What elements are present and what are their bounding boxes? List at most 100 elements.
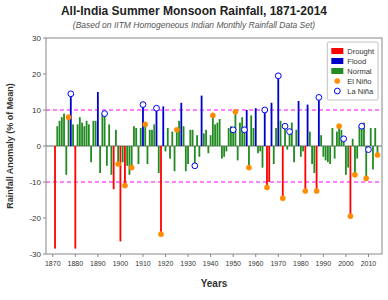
- bar: [311, 146, 313, 164]
- marker: [174, 127, 179, 132]
- marker: [264, 185, 269, 190]
- bar: [264, 110, 266, 146]
- bar: [345, 146, 347, 175]
- bar: [115, 130, 117, 146]
- bar: [295, 130, 297, 146]
- bar: [149, 130, 151, 146]
- bar: [374, 128, 376, 146]
- y-tick-label: -20: [29, 214, 41, 223]
- marker: [359, 123, 365, 129]
- bar: [271, 103, 273, 146]
- bar: [248, 146, 250, 168]
- bar: [192, 130, 194, 146]
- bar: [293, 146, 295, 162]
- bar: [187, 146, 189, 164]
- bar: [99, 146, 101, 173]
- bar: [322, 146, 324, 157]
- bar: [268, 146, 270, 182]
- y-tick-label: -10: [29, 178, 41, 187]
- x-tick-label: 1900: [113, 260, 129, 267]
- bar: [280, 121, 282, 146]
- marker: [230, 127, 236, 133]
- bar: [300, 146, 302, 157]
- bar: [223, 146, 225, 157]
- bar: [101, 114, 103, 146]
- bar: [178, 121, 180, 146]
- marker: [364, 176, 369, 181]
- bar: [210, 135, 212, 146]
- bar: [216, 123, 218, 146]
- legend-swatch: [334, 88, 340, 94]
- marker: [158, 232, 163, 237]
- legend-swatch: [335, 78, 340, 83]
- bar: [273, 146, 275, 164]
- bar: [228, 128, 230, 146]
- bar: [171, 132, 173, 146]
- bar: [221, 146, 223, 159]
- x-tick-label: 1920: [158, 260, 174, 267]
- marker: [242, 127, 248, 133]
- marker: [287, 129, 293, 135]
- legend-label: Drought: [347, 47, 375, 56]
- bar: [320, 135, 322, 146]
- bar: [185, 146, 187, 171]
- bar: [298, 101, 300, 146]
- bar: [372, 146, 374, 169]
- bar: [266, 146, 268, 187]
- marker: [262, 107, 268, 113]
- marker: [375, 152, 380, 157]
- x-tick-label: 2010: [361, 260, 377, 267]
- bar: [277, 76, 279, 146]
- legend-label: Flood: [347, 57, 366, 66]
- marker: [154, 105, 160, 111]
- y-tick-label: 10: [32, 106, 41, 115]
- x-tick-label: 1990: [316, 260, 332, 267]
- subtitle: (Based on IITM Homogeneous Indian Monthl…: [73, 20, 316, 30]
- legend-item: La Niña: [334, 87, 374, 96]
- bar: [198, 146, 200, 157]
- bar: [124, 146, 126, 186]
- x-tick-label: 1950: [225, 260, 241, 267]
- bar: [131, 146, 133, 168]
- marker: [246, 165, 251, 170]
- bar: [262, 146, 264, 168]
- marker: [129, 165, 134, 170]
- marker: [68, 91, 74, 97]
- y-tick-label: 20: [32, 70, 41, 79]
- title: All-India Summer Monsoon Rainfall, 1871-…: [61, 4, 327, 18]
- bar: [309, 132, 311, 146]
- reference-line: [46, 110, 382, 111]
- bar: [97, 92, 99, 146]
- marker: [337, 124, 342, 129]
- bar-series: [70, 76, 320, 146]
- bar: [250, 115, 252, 146]
- bar: [356, 146, 358, 159]
- legend-item: Flood: [331, 57, 366, 66]
- bar: [169, 146, 171, 159]
- bar: [77, 124, 79, 146]
- bar: [88, 124, 90, 146]
- bar: [61, 117, 63, 146]
- x-tick-label: 2000: [338, 260, 354, 267]
- legend-swatch: [331, 48, 343, 54]
- marker: [366, 147, 372, 153]
- bar: [334, 146, 336, 159]
- x-tick-label: 1870: [45, 260, 61, 267]
- bar: [65, 146, 67, 175]
- x-tick-label: 1970: [270, 260, 286, 267]
- bar: [329, 146, 331, 164]
- marker: [143, 122, 148, 127]
- bar: [72, 124, 74, 146]
- bar: [286, 146, 288, 150]
- bar: [257, 146, 259, 153]
- bar: [196, 135, 198, 146]
- bar: [86, 121, 88, 146]
- legend-label: El Niño: [347, 77, 371, 86]
- bar: [352, 139, 354, 146]
- bar: [59, 121, 61, 146]
- bar: [153, 124, 155, 146]
- bar-series: [56, 112, 378, 179]
- y-axis-label: Rainfall Anomaly (% of Mean): [5, 83, 15, 209]
- bar: [126, 146, 128, 166]
- bar: [183, 126, 185, 146]
